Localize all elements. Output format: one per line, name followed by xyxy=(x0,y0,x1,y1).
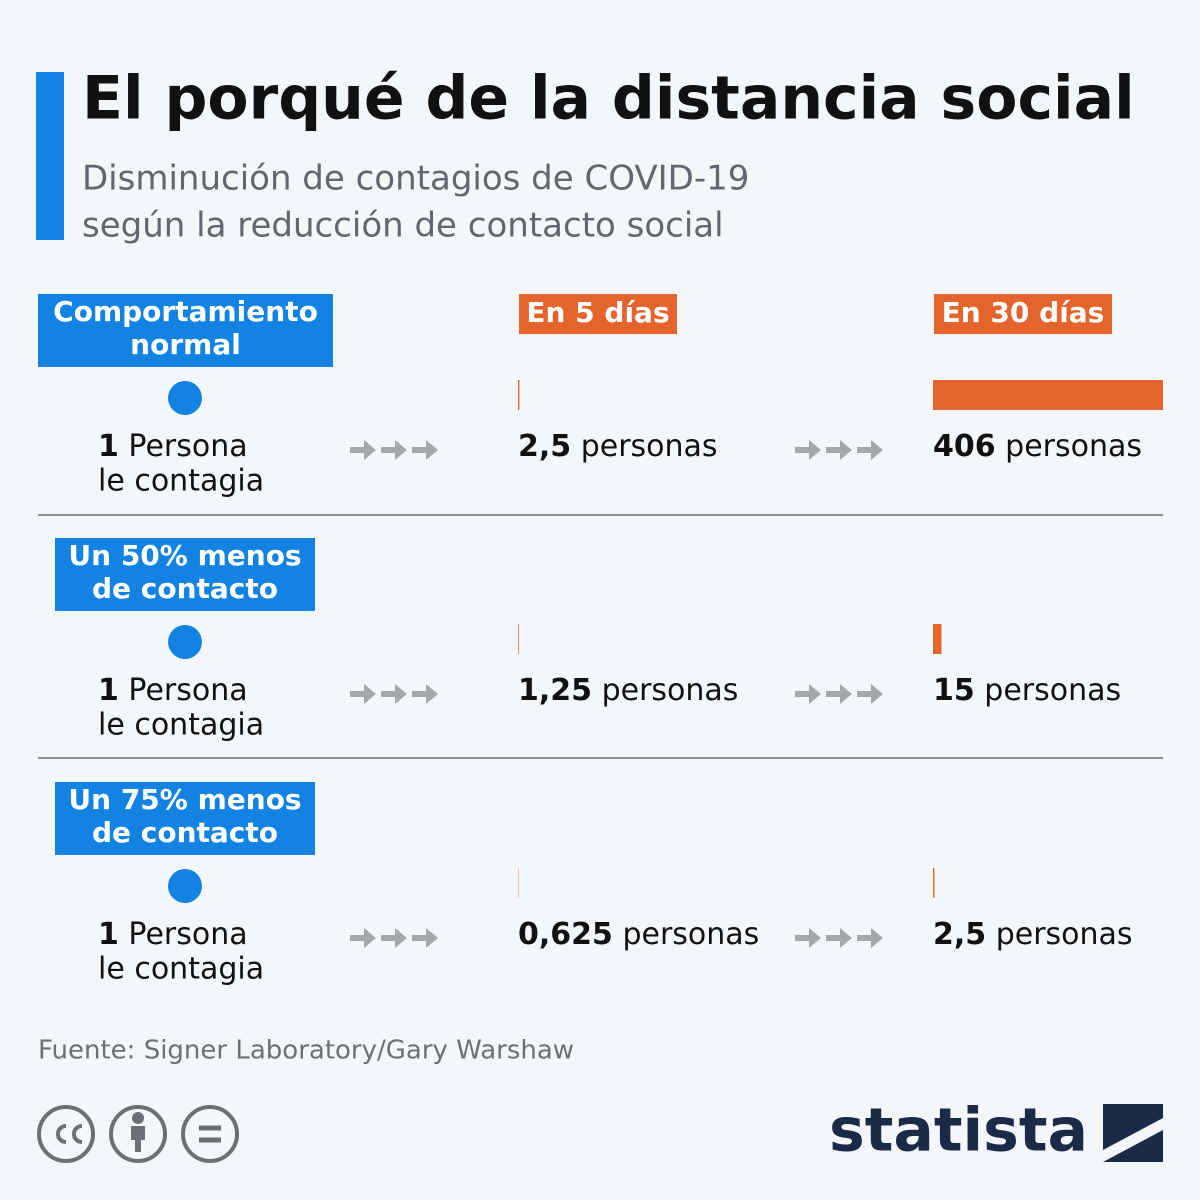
value-text: 1,25 personas xyxy=(518,673,738,708)
origin-line: le contagia xyxy=(98,708,264,743)
origin-line: Persona xyxy=(128,429,247,464)
origin-text: 1 Persona xyxy=(98,673,248,708)
origin-text: 1 Persona xyxy=(98,429,248,464)
row-label-box xyxy=(38,294,333,367)
value-label: 0,625 xyxy=(518,917,613,952)
value-text: 2,5 personas xyxy=(933,917,1133,952)
value-unit: personas xyxy=(996,917,1133,952)
value-space xyxy=(975,673,985,708)
arrow xyxy=(857,928,883,948)
source: Fuente: Signer Laboratory/Gary Warshaw xyxy=(38,1036,574,1066)
arrow xyxy=(381,928,407,948)
value-label: 2,5 xyxy=(933,917,986,952)
origin-line: le contagia xyxy=(98,952,264,987)
origin-line: Persona xyxy=(128,673,247,708)
value-unit: personas xyxy=(622,917,759,952)
brand: statista xyxy=(829,1096,1088,1166)
arrow xyxy=(381,684,407,704)
arrow xyxy=(795,684,821,704)
arrow xyxy=(826,928,852,948)
bar xyxy=(933,868,935,898)
column-header-box xyxy=(519,294,677,334)
arrow xyxy=(381,440,407,460)
value-text: 15 personas xyxy=(933,673,1121,708)
origin-space xyxy=(119,917,129,952)
row-label: Un 75% menos xyxy=(68,783,301,816)
arrow xyxy=(795,928,821,948)
row-label: Un 50% menos xyxy=(68,539,301,572)
origin-line: Persona xyxy=(128,917,247,952)
column-header-box xyxy=(934,294,1112,334)
bar xyxy=(518,624,519,654)
value-text: 2,5 personas xyxy=(518,429,718,464)
value-label: 406 xyxy=(933,429,996,464)
value-unit: personas xyxy=(984,673,1121,708)
row-label: de contacto xyxy=(92,816,278,849)
origin-number: 1 xyxy=(98,429,119,464)
value-unit: personas xyxy=(602,673,739,708)
bar xyxy=(933,380,1163,410)
subtitle: Disminución de contagios de COVID-19 xyxy=(82,159,749,199)
origin-space xyxy=(119,673,129,708)
bar xyxy=(518,380,520,410)
brand-icon xyxy=(1103,1104,1163,1162)
value-text: 0,625 personas xyxy=(518,917,759,952)
title: El porqué de la distancia social xyxy=(82,64,1135,134)
arrow xyxy=(826,684,852,704)
accent-bar xyxy=(36,72,64,240)
row-label: de contacto xyxy=(92,572,278,605)
person-dot xyxy=(168,869,202,903)
row-label: normal xyxy=(130,328,241,361)
value-label: 1,25 xyxy=(518,673,592,708)
origin-text: 1 Persona xyxy=(98,917,248,952)
value-text: 406 personas xyxy=(933,429,1142,464)
arrow xyxy=(857,440,883,460)
value-space xyxy=(613,917,623,952)
row-label-box xyxy=(55,782,315,855)
value-label: 15 xyxy=(933,673,975,708)
arrow xyxy=(826,440,852,460)
arrow xyxy=(795,440,821,460)
origin-space xyxy=(119,429,129,464)
column-header: En 5 días xyxy=(526,296,669,329)
origin-line: le contagia xyxy=(98,464,264,499)
license-icons xyxy=(37,1105,239,1163)
person-dot xyxy=(168,625,202,659)
origin-number: 1 xyxy=(98,917,119,952)
value-unit: personas xyxy=(1005,429,1142,464)
value-label: 2,5 xyxy=(518,429,571,464)
arrow xyxy=(350,440,376,460)
origin-number: 1 xyxy=(98,673,119,708)
arrow xyxy=(412,440,438,460)
value-unit: personas xyxy=(581,429,718,464)
arrow xyxy=(350,684,376,704)
value-space xyxy=(592,673,602,708)
arrow xyxy=(412,684,438,704)
value-space xyxy=(996,429,1006,464)
value-space xyxy=(986,917,996,952)
column-header: En 30 días xyxy=(942,296,1105,329)
arrow xyxy=(412,928,438,948)
bar xyxy=(933,624,942,654)
arrow xyxy=(857,684,883,704)
value-space xyxy=(571,429,581,464)
row-label-box xyxy=(55,538,315,611)
arrow xyxy=(350,928,376,948)
subtitle: según la reducción de contacto social xyxy=(82,206,724,246)
person-dot xyxy=(168,381,202,415)
row-label: Comportamiento xyxy=(53,295,318,328)
